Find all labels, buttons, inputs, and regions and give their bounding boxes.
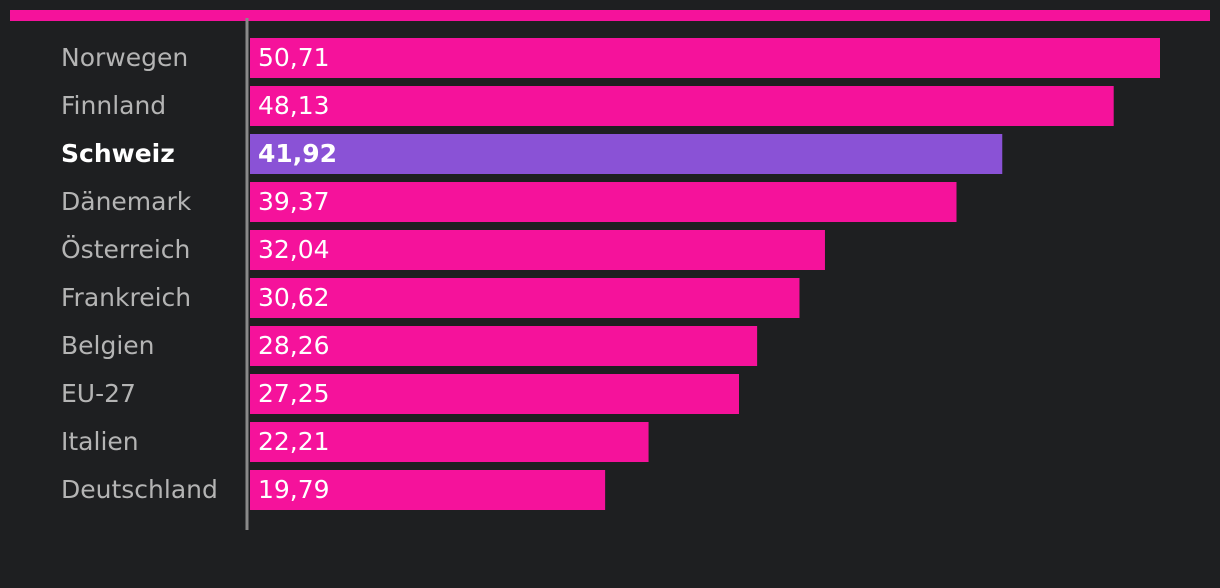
bar	[250, 326, 758, 366]
value-label: 48,13	[258, 91, 330, 120]
value-label: 32,04	[258, 235, 330, 264]
bar	[250, 470, 606, 510]
category-label: Dänemark	[61, 187, 192, 216]
category-label: Finnland	[61, 91, 166, 120]
value-label: 27,25	[258, 379, 330, 408]
bar	[250, 182, 957, 222]
bar	[250, 230, 825, 270]
top-rule	[10, 10, 1210, 21]
bar	[250, 374, 740, 414]
bar	[250, 134, 1003, 174]
category-label: Italien	[61, 427, 139, 456]
category-label: Österreich	[61, 235, 190, 264]
value-label: 41,92	[258, 139, 337, 168]
value-label: 28,26	[258, 331, 330, 360]
category-label: Norwegen	[61, 43, 188, 72]
value-label: 19,79	[258, 475, 330, 504]
value-label: 22,21	[258, 427, 330, 456]
value-label: 50,71	[258, 43, 330, 72]
bar	[250, 422, 649, 462]
category-label: Frankreich	[61, 283, 191, 312]
bar	[250, 278, 800, 318]
category-label: Deutschland	[61, 475, 218, 504]
bar	[250, 86, 1114, 126]
value-label: 30,62	[258, 283, 330, 312]
category-label: Schweiz	[61, 139, 175, 168]
value-label: 39,37	[258, 187, 330, 216]
bar	[250, 38, 1160, 78]
category-label: Belgien	[61, 331, 155, 360]
category-label: EU-27	[61, 379, 136, 408]
